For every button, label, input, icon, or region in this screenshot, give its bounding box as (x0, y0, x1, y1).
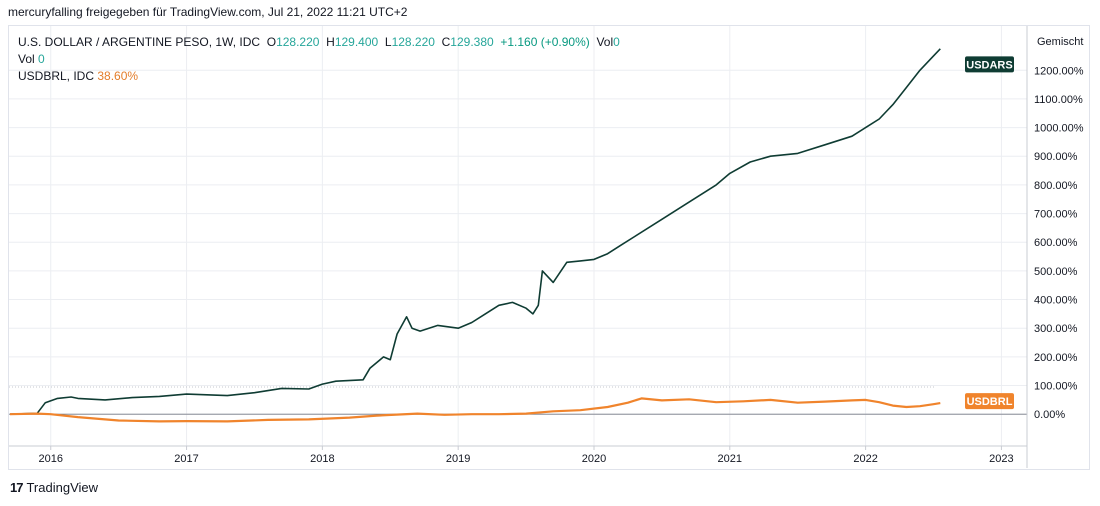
label-text: USDARS (966, 59, 1012, 71)
label-text: USDBRL (967, 396, 1013, 408)
tradingview-logo[interactable]: 17 TradingView (10, 480, 98, 495)
legend-vol-inline-label: Vol (596, 35, 614, 49)
label-box (965, 56, 1014, 73)
x-tick-label: 2023 (989, 453, 1013, 465)
x-axis: 2016 2017 2018 2019 2020 2021 2022 2023 (9, 445, 1027, 465)
legend-o-label: O (266, 35, 277, 49)
legend-symbol[interactable]: U.S. DOLLAR / ARGENTINE PESO, 1W, IDC (18, 35, 261, 49)
tradingview-logo-icon: 17 (10, 480, 24, 495)
y-tick-label: 200.00% (1034, 352, 1078, 364)
legend-main[interactable]: U.S. DOLLAR / ARGENTINE PESO, 1W, IDC O1… (18, 35, 620, 49)
scale-mode-label: Gemischt (1037, 36, 1083, 48)
x-tick-label: 2022 (853, 453, 877, 465)
y-axis: 0.00% 100.00% 200.00% 300.00% 400.00% 500.00%… (1026, 26, 1084, 468)
x-tick-label: 2016 (39, 453, 63, 465)
y-tick-label: 300.00% (1034, 323, 1078, 335)
x-tick-label: 2020 (582, 453, 606, 465)
x-tick-label: 2018 (310, 453, 334, 465)
chart-area[interactable] (8, 25, 1090, 470)
legend-low: 128.220 (391, 35, 435, 49)
y-tick-label: 600.00% (1034, 237, 1078, 249)
legend-c-label: C (441, 35, 451, 49)
volume-value: 0 (38, 52, 45, 66)
series-lines (9, 48, 941, 423)
price-labels: USDARS USDBRL (965, 56, 1014, 410)
y-tick-label: 400.00% (1034, 295, 1078, 307)
legend-high: 129.400 (334, 35, 379, 49)
label-box (965, 393, 1014, 410)
y-tick-label: 500.00% (1034, 266, 1078, 278)
compare-symbol[interactable]: USDBRL, IDC (18, 69, 95, 83)
legend-change: +1.160 (+0.90%) (500, 35, 590, 49)
grid-lines (9, 26, 1027, 446)
legend-h-label: H (326, 35, 335, 49)
y-tick-label: 1200.00% (1034, 65, 1084, 77)
last-value-label-usdbrl[interactable]: USDBRL (965, 393, 1014, 410)
x-tick-label: 2017 (174, 453, 198, 465)
price-chart[interactable]: 0.00% 100.00% 200.00% 300.00% 400.00% 500.00%… (0, 0, 1100, 470)
x-tick-label: 2021 (718, 453, 742, 465)
volume-label: Vol (18, 52, 35, 66)
y-tick-label: 900.00% (1034, 151, 1078, 163)
y-tick-label: 800.00% (1034, 180, 1078, 192)
last-value-label-usdars[interactable]: USDARS (965, 56, 1014, 73)
legend-compare[interactable]: USDBRL, IDC 38.60% (18, 69, 138, 83)
y-tick-label: 100.00% (1034, 381, 1078, 393)
legend-l-label: L (384, 35, 392, 49)
y-tick-label: 0.00% (1034, 409, 1065, 421)
series-line-usdbrl (9, 397, 941, 423)
y-tick-label: 1100.00% (1034, 94, 1083, 106)
tradingview-brand: TradingView (26, 480, 99, 495)
y-tick-label: 700.00% (1034, 209, 1078, 221)
legend-volume[interactable]: Vol 0 (18, 52, 45, 66)
legend-vol-inline-value: 0 (613, 35, 620, 49)
series-line-usdars (9, 48, 941, 415)
share-caption: mercuryfalling freigegeben für TradingVi… (8, 5, 408, 19)
y-tick-label: 1000.00% (1034, 123, 1084, 135)
legend-open: 128.220 (276, 35, 320, 49)
compare-value: 38.60% (97, 69, 139, 83)
legend-close: 129.380 (450, 35, 494, 49)
x-tick-label: 2019 (446, 453, 470, 465)
